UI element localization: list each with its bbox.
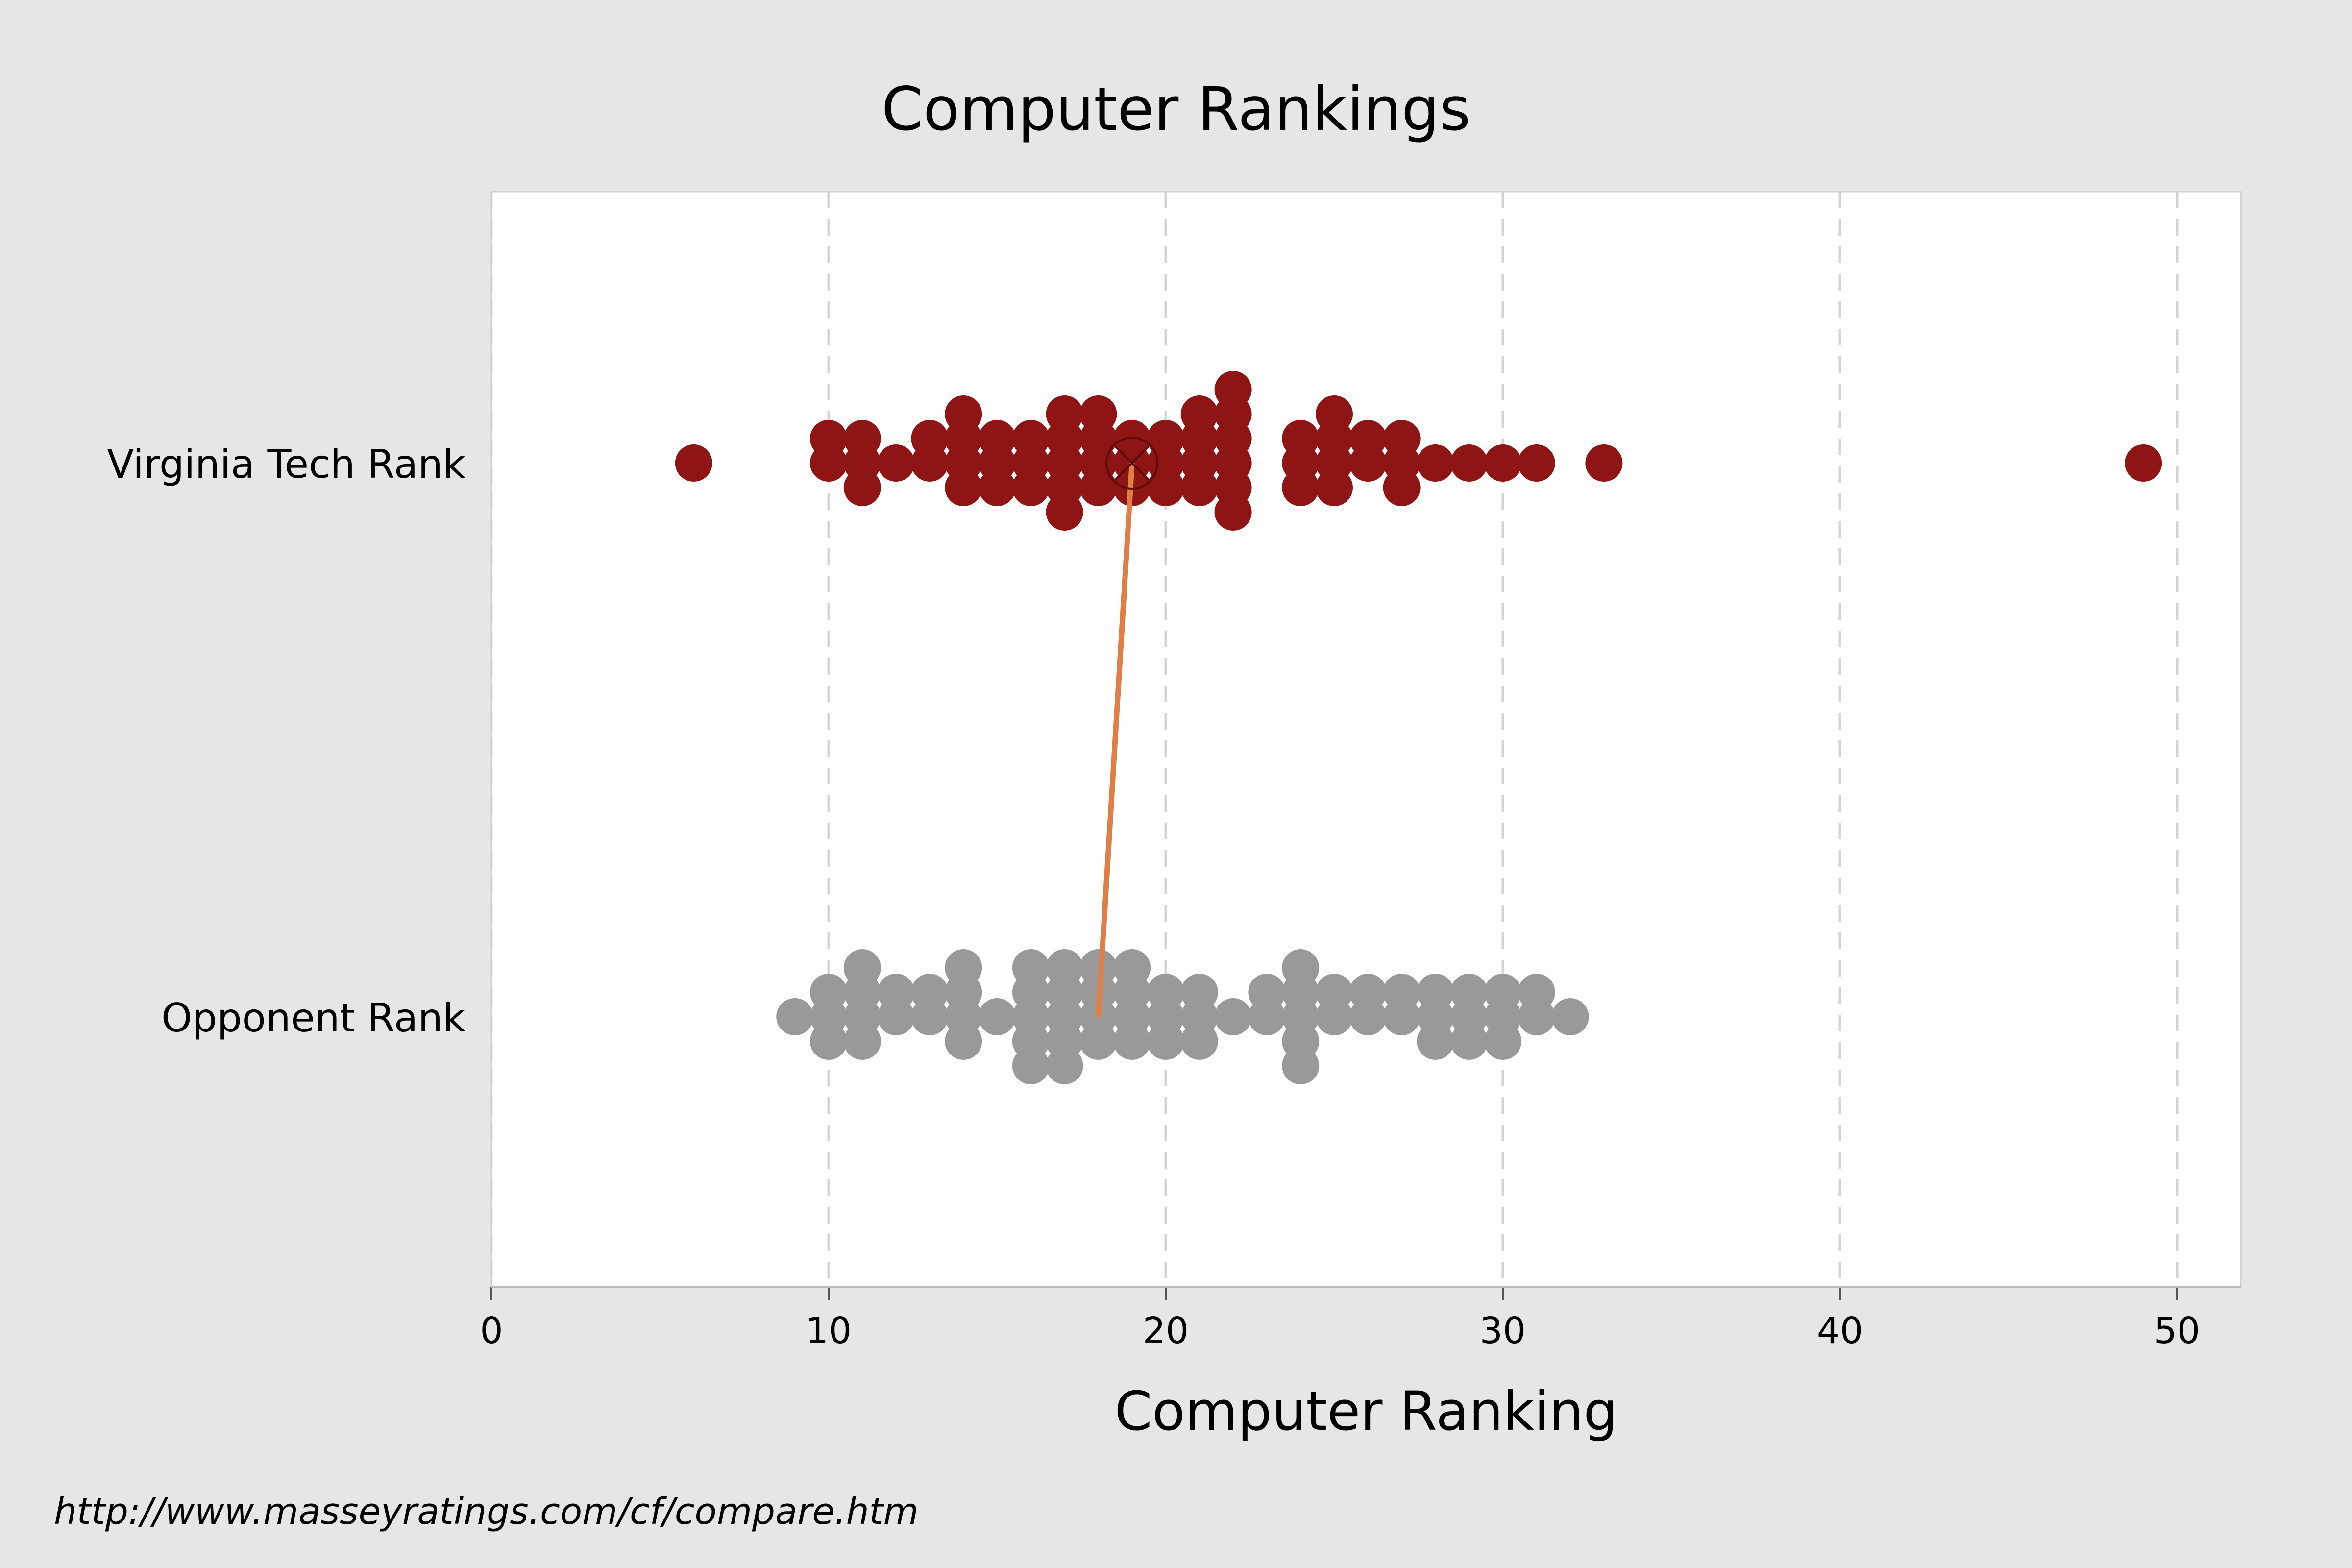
mean-cross-virginia-tech — [1114, 445, 1150, 481]
point-opponent-16 — [979, 998, 1016, 1035]
point-virginia-tech-6 — [877, 444, 915, 482]
point-virginia-tech-27 — [1079, 395, 1117, 433]
point-virginia-tech-50 — [1316, 395, 1353, 433]
mean-connector-line — [1095, 463, 1135, 1017]
point-opponent-59 — [1450, 974, 1488, 1011]
point-virginia-tech-45 — [1282, 420, 1320, 457]
point-opponent-15 — [945, 949, 982, 986]
point-opponent-0 — [776, 998, 814, 1035]
point-virginia-tech-57 — [1450, 444, 1488, 482]
chart-title: Computer Rankings — [882, 74, 1470, 144]
point-opponent-43 — [1248, 974, 1286, 1011]
point-virginia-tech-12 — [945, 395, 982, 433]
point-opponent-3 — [810, 1023, 847, 1060]
point-opponent-39 — [1180, 974, 1218, 1011]
point-opponent-50 — [1316, 974, 1353, 1011]
point-opponent-47 — [1282, 949, 1320, 986]
point-opponent-37 — [1147, 1023, 1184, 1060]
point-virginia-tech-52 — [1349, 420, 1387, 457]
tick-label-10: 10 — [806, 1310, 852, 1352]
tick-label-0: 0 — [480, 1310, 503, 1352]
point-opponent-21 — [1012, 1047, 1050, 1084]
point-virginia-tech-22 — [1046, 395, 1083, 433]
point-virginia-tech-8 — [911, 420, 949, 457]
point-virginia-tech-54 — [1383, 420, 1421, 457]
point-opponent-63 — [1484, 1023, 1521, 1060]
point-opponent-30 — [1079, 949, 1117, 986]
point-virginia-tech-42 — [1214, 493, 1252, 531]
point-virginia-tech-49 — [1316, 469, 1353, 506]
point-virginia-tech-32 — [1147, 420, 1184, 457]
point-opponent-48 — [1282, 1047, 1320, 1084]
point-opponent-7 — [843, 949, 881, 986]
point-virginia-tech-14 — [979, 420, 1016, 457]
point-virginia-tech-0 — [675, 444, 712, 482]
point-virginia-tech-58 — [1484, 444, 1521, 482]
point-virginia-tech-18 — [1012, 469, 1050, 506]
point-opponent-41 — [1214, 998, 1252, 1035]
point-opponent-54 — [1383, 974, 1421, 1011]
point-opponent-36 — [1147, 974, 1184, 1011]
point-opponent-34 — [1113, 949, 1151, 986]
point-opponent-52 — [1349, 974, 1387, 1011]
point-virginia-tech-15 — [979, 469, 1016, 506]
grid-lines — [490, 192, 2179, 1287]
point-virginia-tech-11 — [945, 469, 982, 506]
point-virginia-tech-33 — [1147, 469, 1184, 506]
point-virginia-tech-4 — [843, 420, 881, 457]
point-opponent-40 — [1180, 1023, 1218, 1060]
x-axis-ticks: 0 10 20 30 40 50 — [480, 1287, 2200, 1352]
point-virginia-tech-5 — [843, 469, 881, 506]
point-virginia-tech-2 — [810, 420, 847, 457]
tick-label-30: 30 — [1480, 1310, 1526, 1352]
point-virginia-tech-61 — [2125, 444, 2162, 482]
point-virginia-tech-59 — [1518, 444, 1555, 482]
point-virginia-tech-26 — [1079, 469, 1117, 506]
category-label-opponent-rank: Opponent Rank — [161, 995, 466, 1041]
plot-area — [490, 191, 2242, 1288]
tick-label-50: 50 — [2154, 1310, 2200, 1352]
point-virginia-tech-60 — [1585, 444, 1623, 482]
point-virginia-tech-55 — [1383, 469, 1421, 506]
point-virginia-tech-43 — [1214, 371, 1252, 408]
tick-label-20: 20 — [1143, 1310, 1189, 1352]
point-opponent-14 — [945, 1023, 982, 1060]
point-opponent-2 — [810, 974, 847, 1011]
point-opponent-57 — [1417, 1023, 1454, 1060]
point-opponent-11 — [911, 974, 949, 1011]
point-opponent-6 — [843, 1023, 881, 1060]
point-virginia-tech-46 — [1282, 469, 1320, 506]
point-opponent-25 — [1046, 949, 1083, 986]
point-opponent-62 — [1484, 974, 1521, 1011]
data-points — [675, 371, 2162, 1084]
point-opponent-26 — [1046, 1047, 1083, 1084]
point-opponent-33 — [1113, 1023, 1151, 1060]
mean-marker-virginia-tech — [1105, 437, 1159, 490]
point-opponent-29 — [1079, 1023, 1117, 1060]
point-opponent-60 — [1450, 1023, 1488, 1060]
point-opponent-66 — [1551, 998, 1589, 1035]
point-virginia-tech-37 — [1180, 395, 1218, 433]
point-opponent-9 — [877, 974, 915, 1011]
source-url: http://www.masseyratings.com/cf/compare.… — [54, 1491, 919, 1533]
point-virginia-tech-23 — [1046, 493, 1083, 531]
point-opponent-56 — [1417, 974, 1454, 1011]
point-virginia-tech-56 — [1417, 444, 1454, 482]
tick-label-40: 40 — [1817, 1310, 1863, 1352]
mean-markers — [1095, 437, 1159, 1017]
category-label-virginia-tech-rank: Virginia Tech Rank — [107, 441, 466, 487]
x-axis-title: Computer Ranking — [1115, 1380, 1618, 1443]
point-virginia-tech-36 — [1180, 469, 1218, 506]
point-opponent-20 — [1012, 949, 1050, 986]
point-virginia-tech-17 — [1012, 420, 1050, 457]
point-opponent-65 — [1518, 974, 1555, 1011]
